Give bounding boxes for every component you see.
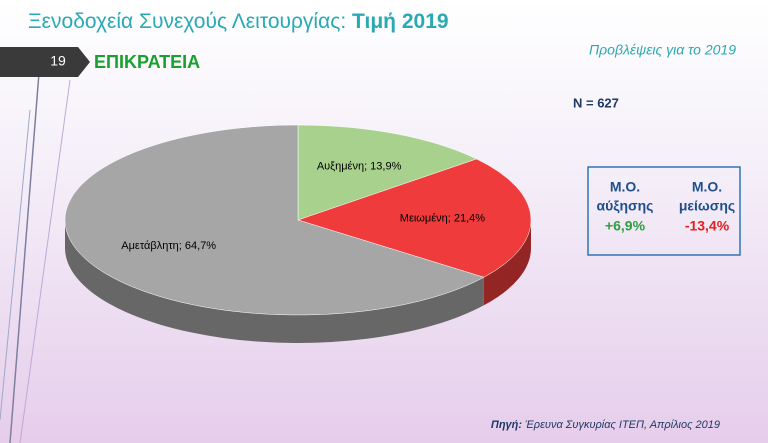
data-label: Αμετάβλητη; 64,7% [121, 240, 216, 252]
decor-line [0, 109, 31, 421]
summary-value: -13,4% [685, 218, 730, 234]
summary-heading: Μ.Ο. [692, 179, 722, 195]
section: ΕΠΙΚΡΑΤΕΙΑ [94, 52, 200, 72]
pie-slice [297, 158, 532, 278]
svg-text:Πηγή: Έρευνα Συγκυρίας ΙΤΕΠ, Α: Πηγή: Έρευνα Συγκυρίας ΙΤΕΠ, Απρίλιος 20… [491, 419, 720, 431]
source-label: Πηγή: [491, 419, 522, 431]
summary-box [587, 166, 741, 256]
summary-heading: αύξησης [597, 198, 654, 214]
pie-side [483, 220, 531, 306]
summary-heading: Μ.Ο. [610, 179, 640, 195]
summary-value: +6,9% [605, 218, 646, 234]
title-text: Ξενοδοχεία Συνεχούς Λειτουργίας: [28, 10, 346, 33]
pie-slice [64, 124, 485, 316]
decor-line [9, 59, 41, 443]
subtitle: Προβλέψεις για το 2019 [589, 42, 736, 58]
slide-tab [0, 47, 90, 77]
title: Ξενοδοχεία Συνεχούς Λειτουργίας: Τιμή 20… [28, 10, 449, 33]
pie-slice [297, 124, 478, 221]
source-text: Έρευνα Συγκυρίας ΙΤΕΠ, Απρίλιος 2019 [525, 419, 720, 431]
pie-side [65, 220, 484, 343]
pie: Αυξημένη; 13,9% Μειωμένη; 21,4% Αμετάβλητη… [64, 124, 532, 343]
annotation: N = 627 [573, 95, 619, 110]
data-label: Αυξημένη; 13,9% [317, 161, 402, 173]
title-bold: Τιμή 2019 [352, 10, 449, 33]
decor-line [19, 79, 71, 443]
slide-number: 19 [50, 53, 66, 69]
summary-heading: μείωσης [679, 198, 735, 214]
data-label: Μειωμένη; 21,4% [400, 212, 485, 224]
